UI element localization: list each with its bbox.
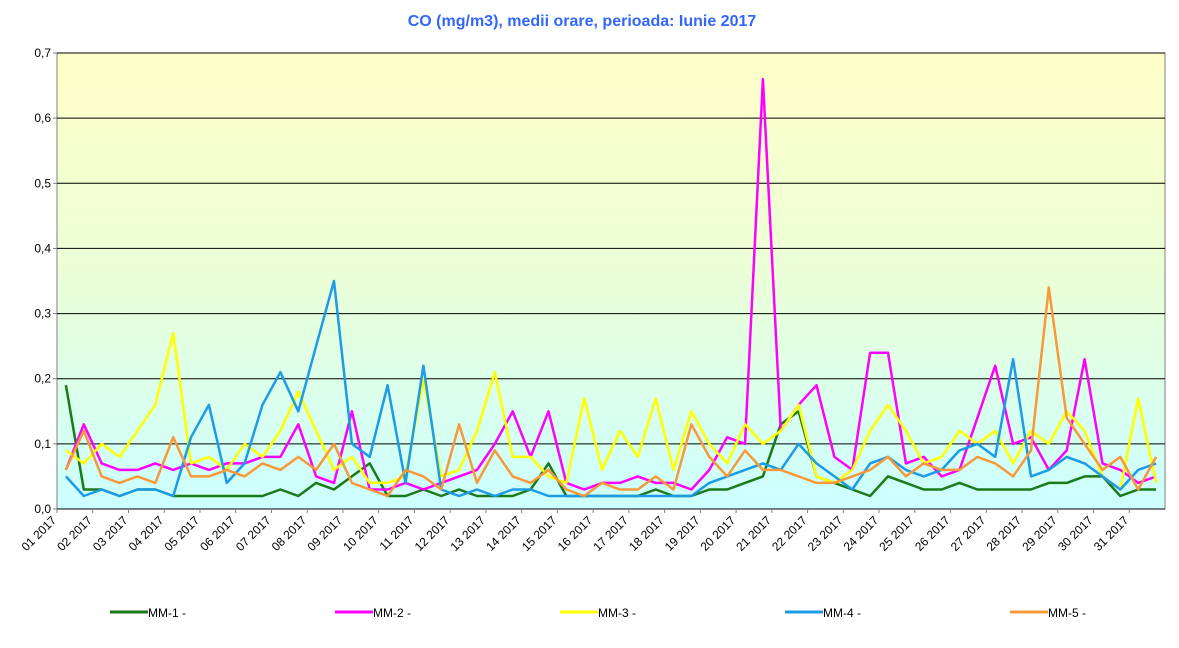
x-tick-label: 09 2017 <box>304 513 345 554</box>
x-tick-label: 28 2017 <box>984 513 1025 554</box>
y-tick-label: 0,6 <box>34 111 51 125</box>
y-tick-label: 0,0 <box>34 502 51 516</box>
x-tick-label: 08 2017 <box>269 513 310 554</box>
series-line <box>65 331 1158 491</box>
legend-label: MM-3 - <box>598 606 636 620</box>
x-tick-label: 03 2017 <box>90 513 131 554</box>
x-tick-label: 27 2017 <box>948 513 989 554</box>
x-tick-label: 31 2017 <box>1091 513 1132 554</box>
chart-title: CO (mg/m3), medii orare, perioada: Iunie… <box>408 13 757 30</box>
x-tick-label: 07 2017 <box>233 513 274 554</box>
legend-label: MM-4 - <box>823 606 861 620</box>
legend-label: MM-1 - <box>148 606 186 620</box>
plot-area <box>56 52 1166 510</box>
series-line <box>64 77 1157 491</box>
x-tick-label: 01 2017 <box>19 513 60 554</box>
y-tick-label: 0,2 <box>34 372 51 386</box>
x-tick-label: 02 2017 <box>54 513 95 554</box>
x-tick-label: 18 2017 <box>626 513 667 554</box>
x-tick-label: 14 2017 <box>483 513 524 554</box>
x-tick-label: 19 2017 <box>662 513 703 554</box>
legend-label: MM-5 - <box>1048 606 1086 620</box>
x-tick-label: 10 2017 <box>340 513 381 554</box>
x-tick-label: 29 2017 <box>1019 513 1060 554</box>
legend-label: MM-2 - <box>373 606 411 620</box>
x-tick-label: 04 2017 <box>126 513 167 554</box>
y-tick-label: 0,4 <box>34 241 51 255</box>
x-tick-label: 11 2017 <box>377 513 417 553</box>
x-tick-label: 17 2017 <box>590 513 631 554</box>
series-line <box>64 286 1158 498</box>
x-tick-label: 06 2017 <box>197 513 238 554</box>
x-tick-label: 23 2017 <box>805 513 846 554</box>
x-tick-label: 16 2017 <box>555 513 596 554</box>
x-tick-label: 25 2017 <box>876 513 917 554</box>
y-tick-label: 0,5 <box>34 176 51 190</box>
y-tick-label: 0,7 <box>34 46 51 60</box>
x-tick-label: 15 2017 <box>519 513 560 554</box>
x-tick-label: 21 2017 <box>733 513 774 554</box>
x-tick-label: 13 2017 <box>447 513 488 554</box>
series-line <box>64 279 1157 498</box>
x-tick-label: 22 2017 <box>769 513 810 554</box>
x-tick-label: 24 2017 <box>841 513 882 554</box>
x-tick-label: 30 2017 <box>1055 513 1096 554</box>
x-tick-label: 12 2017 <box>412 513 453 554</box>
x-tick-label: 26 2017 <box>912 513 953 554</box>
x-tick-label: 05 2017 <box>162 513 203 554</box>
y-tick-label: 0,3 <box>34 307 51 321</box>
y-tick-label: 0,1 <box>34 437 51 451</box>
x-tick-label: 20 2017 <box>698 513 739 554</box>
